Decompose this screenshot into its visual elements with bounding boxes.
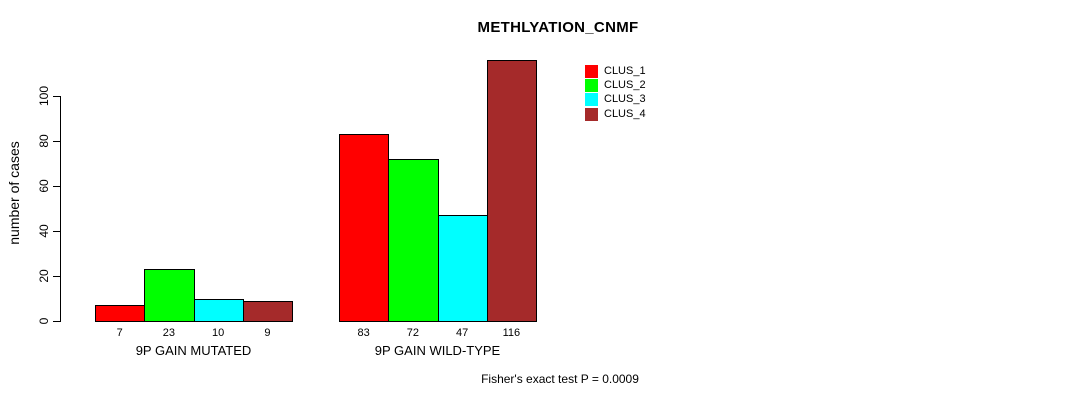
group-label-1: 9P GAIN MUTATED — [135, 343, 252, 358]
legend: CLUS_1 CLUS_2 CLUS_3 CLUS_4 — [585, 64, 646, 121]
y-axis-tick — [53, 275, 60, 277]
legend-item-clus_2: CLUS_2 — [585, 78, 646, 92]
legend-color-swatch — [585, 107, 598, 121]
bar-value-label: 10 — [212, 327, 225, 339]
legend-color-swatch — [585, 78, 598, 92]
y-axis-tick — [53, 320, 60, 322]
y-axis-tick-label: 0 — [37, 317, 51, 325]
bar-value-label: 23 — [162, 327, 175, 339]
bar-clus_3-9p-gain-wild-type — [437, 215, 488, 322]
y-axis-line — [60, 96, 61, 322]
y-axis-tick-label: 60 — [37, 179, 51, 193]
bar-clus_2-9p-gain-wild-type — [388, 159, 439, 322]
legend-color-swatch — [585, 64, 598, 78]
bar-value-label: 116 — [502, 327, 521, 339]
bar-clus_2-9p-gain-mutated — [144, 269, 195, 322]
y-axis-tick-label: 20 — [37, 269, 51, 283]
legend-label: CLUS_2 — [604, 78, 646, 91]
legend-item-clus_4: CLUS_4 — [585, 107, 646, 121]
legend-item-clus_3: CLUS_3 — [585, 93, 646, 107]
group-label-2: 9P GAIN WILD-TYPE — [374, 343, 501, 358]
bar-clus_4-9p-gain-wild-type — [486, 60, 537, 322]
bar-clus_3-9p-gain-mutated — [193, 298, 244, 322]
bar-clus_1-9p-gain-mutated — [95, 305, 146, 322]
y-axis-tick-label: 80 — [37, 134, 51, 148]
y-axis-tick-label: 100 — [37, 85, 51, 107]
y-axis-tick — [53, 95, 60, 97]
y-axis-tick — [53, 140, 60, 142]
bar-clus_1-9p-gain-wild-type — [339, 134, 390, 322]
y-axis-tick — [53, 230, 60, 232]
legend-item-clus_1: CLUS_1 — [585, 64, 646, 78]
bar-value-label: 9 — [264, 327, 271, 339]
bar-value-label: 7 — [116, 327, 123, 339]
fisher-test-annotation: Fisher's exact test P = 0.0009 — [481, 372, 639, 386]
legend-label: CLUS_1 — [604, 64, 646, 77]
y-axis-tick — [53, 185, 60, 187]
legend-label: CLUS_3 — [604, 93, 646, 106]
bar-clus_4-9p-gain-mutated — [242, 300, 293, 322]
bar-value-label: 83 — [357, 327, 370, 339]
y-axis-tick-label: 40 — [37, 224, 51, 238]
bar-value-label: 72 — [406, 327, 419, 339]
bar-value-label: 47 — [456, 327, 469, 339]
y-axis-title: number of cases — [6, 141, 22, 245]
chart-title: METHLYATION_CNMF — [477, 19, 639, 36]
legend-color-swatch — [585, 93, 598, 107]
legend-label: CLUS_4 — [604, 107, 646, 120]
